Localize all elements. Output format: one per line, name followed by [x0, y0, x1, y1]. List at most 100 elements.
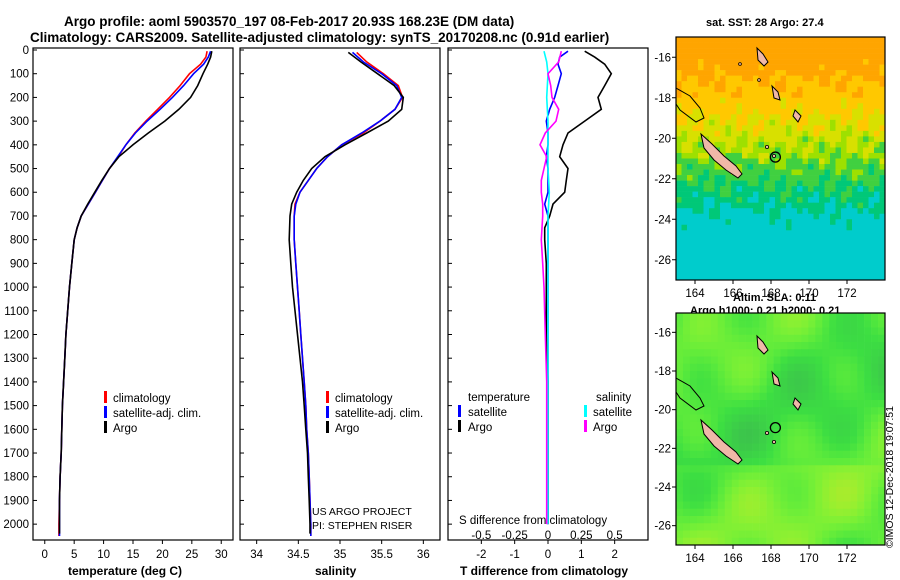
argo-position-marker: [769, 151, 782, 163]
sla-cell: [724, 363, 733, 372]
sst-cell: [681, 274, 688, 280]
sst-cell: [819, 180, 825, 187]
sst-cell: [857, 241, 864, 248]
sst-cell: [813, 103, 820, 110]
sst-cell: [852, 53, 858, 60]
sla-cell: [878, 516, 885, 524]
sst-cell: [775, 125, 781, 132]
sla-cell: [717, 479, 726, 488]
sla-cell: [731, 523, 739, 531]
sst-cell: [698, 92, 704, 99]
sst-cell: [676, 213, 682, 220]
sst-cell: [863, 70, 869, 76]
sla-cell: [780, 494, 788, 502]
sst-cell: [714, 70, 721, 76]
sla-cell: [808, 407, 816, 415]
sst-cell: [747, 136, 754, 143]
temperature-xlabel: temperature (deg C): [68, 564, 182, 578]
sla-cell: [696, 530, 705, 539]
sla-cell: [850, 508, 858, 517]
sst-cell: [802, 208, 809, 215]
sla-cell: [710, 313, 719, 321]
sst-cell: [753, 169, 759, 176]
sst-cell: [874, 257, 880, 264]
sst-cell: [758, 191, 765, 198]
sst-cell: [857, 42, 864, 49]
sla-cell: [703, 313, 712, 321]
sst-cell: [764, 119, 770, 126]
sla-cell: [836, 378, 844, 386]
difference-legend: temperature satellite Argo salinity sate…: [458, 392, 632, 527]
sst-cell: [879, 208, 885, 215]
sst-cell: [841, 202, 847, 209]
sst-cell: [742, 197, 748, 203]
sst-cell: [753, 114, 759, 121]
sla-cell: [703, 472, 712, 481]
sla-cell: [752, 458, 760, 466]
sla-cell: [878, 414, 885, 423]
sla-cell: [738, 436, 746, 444]
x-tick-label: 1: [578, 549, 584, 561]
sla-cell: [710, 414, 719, 423]
sla-cell: [829, 378, 837, 386]
legend-label-climatology: climatology: [113, 393, 171, 405]
sst-cell: [775, 86, 781, 93]
sla-cell: [766, 465, 774, 473]
sst-cell: [780, 92, 787, 99]
sla-cell: [696, 523, 705, 531]
sla-cell: [773, 342, 781, 350]
sst-cell: [681, 152, 688, 159]
sla-cell: [759, 523, 767, 531]
sla-cell: [752, 327, 760, 336]
sst-cell: [720, 141, 726, 148]
sla-cell: [878, 400, 885, 408]
sst-cell: [819, 208, 825, 215]
sst-cell: [747, 202, 754, 209]
sst-cell: [797, 208, 803, 215]
sst-cell: [791, 213, 798, 220]
sst-cell: [780, 235, 787, 242]
sst-cell: [830, 252, 836, 259]
sla-cell: [843, 356, 851, 365]
sst-cell: [758, 175, 765, 181]
sst-cell: [824, 70, 831, 76]
sst-cell: [731, 158, 737, 165]
sla-cell: [843, 443, 851, 452]
sst-cell: [786, 180, 792, 187]
sst-cell: [835, 186, 842, 192]
sla-cell: [773, 479, 781, 488]
sst-cell: [681, 119, 688, 126]
sst-cell: [687, 81, 693, 87]
sla-cell: [808, 327, 816, 336]
sla-cell: [808, 516, 816, 524]
sst-cell: [830, 119, 836, 126]
sst-cell: [736, 147, 743, 154]
sst-cell: [813, 75, 820, 82]
sst-cell: [835, 125, 842, 132]
sla-cell: [703, 356, 712, 365]
sla-cell: [822, 327, 830, 336]
sst-cell: [786, 235, 792, 242]
sst-cell: [764, 70, 770, 76]
sla-cell: [682, 363, 691, 372]
sst-cell: [808, 274, 814, 280]
sst-cell: [813, 136, 820, 143]
sla-cell: [850, 501, 858, 510]
sst-cell: [687, 130, 693, 137]
sla-cell: [801, 327, 809, 336]
sla-cell: [731, 516, 739, 524]
sla-cell: [682, 320, 691, 328]
sst-cell: [698, 186, 704, 192]
sst-cell: [742, 48, 748, 54]
sst-vanuatu-island-3: [792, 109, 802, 123]
sst-cell: [709, 42, 715, 49]
sst-cell: [753, 208, 759, 215]
salinity-series: [288, 51, 405, 536]
sst-cell: [857, 230, 864, 237]
sla-cell: [696, 371, 705, 379]
sst-cell: [775, 147, 781, 154]
sla-cell: [794, 327, 802, 336]
sst-cell: [874, 119, 880, 126]
sla-cell: [717, 537, 726, 545]
sst-cell: [879, 81, 885, 87]
